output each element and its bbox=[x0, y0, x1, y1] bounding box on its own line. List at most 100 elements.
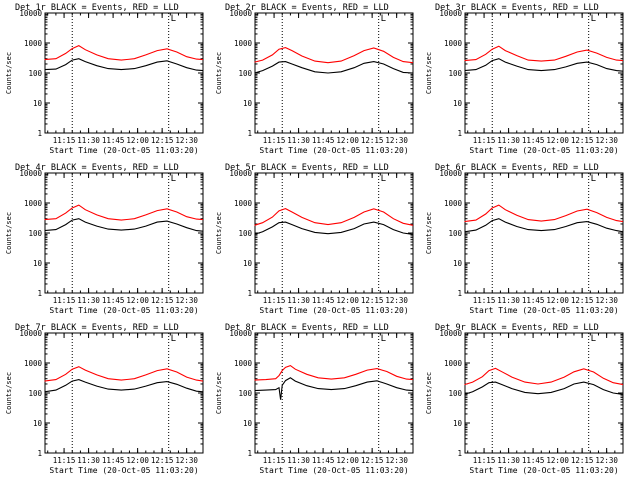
y-tick-label: 1000 bbox=[234, 359, 253, 368]
x-tick-label: 11:45 bbox=[312, 456, 335, 465]
y-tick-label: 1000 bbox=[444, 199, 463, 208]
x-tick-label: 12:30 bbox=[385, 296, 408, 305]
x-tick-label: 12:30 bbox=[175, 136, 198, 145]
x-tick-label: 11:45 bbox=[522, 296, 545, 305]
y-tick-label: 10000 bbox=[19, 169, 42, 178]
x-axis-label: Start Time (20-Oct-05 11:03:20) bbox=[469, 466, 618, 475]
x-tick-label: 11:15 bbox=[53, 296, 76, 305]
y-tick-label: 1000 bbox=[24, 39, 43, 48]
corner-mark: L bbox=[171, 14, 176, 24]
x-tick-label: 11:45 bbox=[102, 456, 125, 465]
y-tick-label: 1000 bbox=[24, 199, 43, 208]
x-axis-label: Start Time (20-Oct-05 11:03:20) bbox=[469, 306, 618, 315]
x-tick-label: 11:45 bbox=[312, 296, 335, 305]
x-tick-label: 11:30 bbox=[497, 136, 520, 145]
y-tick-label: 10 bbox=[453, 259, 463, 268]
y-tick-label: 1000 bbox=[24, 359, 43, 368]
y-tick-label: 10 bbox=[453, 99, 463, 108]
y-tick-label: 100 bbox=[448, 389, 462, 398]
y-tick-label: 100 bbox=[448, 69, 462, 78]
series-line-lld bbox=[464, 367, 624, 386]
x-tick-label: 11:30 bbox=[287, 296, 310, 305]
y-tick-label: 10000 bbox=[439, 329, 462, 338]
y-tick-label: 100 bbox=[238, 229, 252, 238]
plot-frame bbox=[464, 172, 624, 294]
y-tick-label: 100 bbox=[28, 389, 42, 398]
y-tick-label: 10000 bbox=[439, 169, 462, 178]
x-tick-label: 11:15 bbox=[473, 136, 496, 145]
x-tick-label: 12:15 bbox=[151, 296, 174, 305]
x-tick-label: 12:15 bbox=[571, 136, 594, 145]
chart-title: Det 3r BLACK = Events, RED = LLD bbox=[435, 3, 599, 13]
series-line-lld bbox=[254, 208, 414, 226]
y-tick-label: 100 bbox=[448, 229, 462, 238]
corner-mark: L bbox=[171, 334, 176, 344]
x-tick-label: 11:15 bbox=[473, 296, 496, 305]
y-tick-label: 10 bbox=[243, 259, 253, 268]
series-line-events bbox=[44, 379, 204, 393]
y-axis-label: Counts/sec bbox=[425, 212, 433, 254]
y-tick-label: 10000 bbox=[19, 9, 42, 18]
x-axis-label: Start Time (20-Oct-05 11:03:20) bbox=[49, 466, 198, 475]
x-tick-label: 12:00 bbox=[126, 296, 149, 305]
x-tick-label: 12:00 bbox=[336, 456, 359, 465]
series-line-lld bbox=[464, 45, 624, 62]
x-axis-label: Start Time (20-Oct-05 11:03:20) bbox=[49, 306, 198, 315]
y-tick-label: 10 bbox=[243, 99, 253, 108]
y-tick-label: 10000 bbox=[229, 169, 252, 178]
series-line-events bbox=[254, 377, 414, 400]
series-line-lld bbox=[254, 364, 414, 381]
y-tick-label: 1000 bbox=[234, 199, 253, 208]
series-line-events bbox=[464, 58, 624, 72]
series-line-events bbox=[44, 58, 204, 72]
y-axis-label: Counts/sec bbox=[5, 372, 13, 414]
y-tick-label: 100 bbox=[238, 389, 252, 398]
corner-mark: L bbox=[591, 14, 596, 24]
x-tick-label: 12:15 bbox=[571, 296, 594, 305]
y-axis-label: Counts/sec bbox=[5, 52, 13, 94]
y-tick-label: 1 bbox=[457, 289, 462, 298]
series-line-events bbox=[464, 218, 624, 233]
x-tick-label: 11:15 bbox=[53, 456, 76, 465]
series-line-events bbox=[254, 221, 414, 235]
y-tick-label: 1 bbox=[247, 129, 252, 138]
x-tick-label: 11:15 bbox=[263, 136, 286, 145]
y-tick-label: 1 bbox=[37, 289, 42, 298]
series-line-events bbox=[254, 61, 414, 74]
x-axis-label: Start Time (20-Oct-05 11:03:20) bbox=[259, 306, 408, 315]
series-line-lld bbox=[254, 47, 414, 64]
corner-mark: L bbox=[381, 334, 386, 344]
x-tick-label: 12:15 bbox=[361, 136, 384, 145]
x-tick-label: 11:45 bbox=[522, 136, 545, 145]
y-axis-label: Counts/sec bbox=[425, 52, 433, 94]
x-tick-label: 12:15 bbox=[361, 296, 384, 305]
plot-frame bbox=[44, 332, 204, 454]
y-tick-label: 1 bbox=[247, 449, 252, 458]
x-tick-label: 12:15 bbox=[571, 456, 594, 465]
y-tick-label: 1 bbox=[37, 449, 42, 458]
y-axis-label: Counts/sec bbox=[215, 52, 223, 94]
y-tick-label: 1 bbox=[457, 449, 462, 458]
y-axis-label: Counts/sec bbox=[215, 212, 223, 254]
y-tick-label: 10 bbox=[453, 419, 463, 428]
x-tick-label: 12:15 bbox=[151, 136, 174, 145]
x-axis-label: Start Time (20-Oct-05 11:03:20) bbox=[469, 146, 618, 155]
x-tick-label: 12:00 bbox=[546, 296, 569, 305]
x-tick-label: 11:45 bbox=[522, 456, 545, 465]
corner-mark: L bbox=[381, 174, 386, 184]
series-line-lld bbox=[44, 204, 204, 221]
y-tick-label: 100 bbox=[28, 69, 42, 78]
x-tick-label: 12:30 bbox=[175, 296, 198, 305]
x-tick-label: 12:00 bbox=[546, 136, 569, 145]
y-tick-label: 1 bbox=[247, 289, 252, 298]
y-axis-label: Counts/sec bbox=[425, 372, 433, 414]
y-axis-label: Counts/sec bbox=[5, 212, 13, 254]
x-tick-label: 11:15 bbox=[53, 136, 76, 145]
